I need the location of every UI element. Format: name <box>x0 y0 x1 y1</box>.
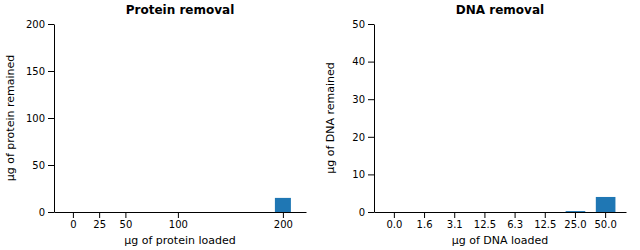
tick-label: 25 <box>93 219 106 230</box>
tick-mark <box>605 212 606 218</box>
tick-label: 25.0 <box>564 219 586 230</box>
tick-label: 12.5 <box>474 219 496 230</box>
tick-label: 20 <box>352 132 365 143</box>
tick: 20 <box>352 132 374 143</box>
title: DNA removal <box>456 3 544 17</box>
tick-mark <box>368 99 374 100</box>
bar <box>275 198 291 212</box>
tick-mark <box>73 212 74 218</box>
y-axis: 0 50 100 150 200 <box>26 19 55 218</box>
tick-label: 200 <box>274 219 293 230</box>
y-axis: 0 10 20 30 40 50 <box>352 19 374 218</box>
tick: 150 <box>26 66 54 77</box>
tick-label: 30 <box>352 94 365 105</box>
tick-mark <box>545 212 546 218</box>
x-axis-label: μg of DNA loaded <box>452 234 549 247</box>
tick-label: 50 <box>352 19 365 30</box>
tick-mark <box>48 118 54 119</box>
tick: 10 <box>352 169 374 180</box>
tick-label: 50.0 <box>594 219 616 230</box>
tick-label: 3.1 <box>447 219 463 230</box>
tick-mark <box>368 137 374 138</box>
tick: 12.5 <box>534 212 556 230</box>
tick-mark <box>484 212 485 218</box>
y-axis-label: μg of protein remained <box>4 55 17 181</box>
tick-label: 150 <box>26 66 45 77</box>
tick-mark <box>368 212 374 213</box>
tick: 200 <box>26 19 54 30</box>
tick-mark <box>283 212 284 218</box>
tick-mark <box>424 212 425 218</box>
tick: 0 <box>70 212 76 230</box>
tick-mark <box>368 24 374 25</box>
tick-mark <box>48 71 54 72</box>
tick: 100 <box>169 212 188 230</box>
chart-svg: 02550100200050100150200Protein removalμg… <box>0 0 640 250</box>
tick-label: 50 <box>32 160 45 171</box>
axis-line <box>375 212 627 213</box>
tick: 25 <box>93 212 106 230</box>
tick: 3.1 <box>447 212 463 230</box>
panel: 0.0 1.6 3.1 12.5 6.3 12.5 25.0 50.0 0 10 20 30 40 50 D… <box>324 3 627 247</box>
tick-label: 0 <box>39 207 45 218</box>
tick-mark <box>368 174 374 175</box>
tick-label: 100 <box>26 113 45 124</box>
chart-container: 02550100200050100150200Protein removalμg… <box>0 0 640 250</box>
tick: 1.6 <box>417 212 433 230</box>
tick-mark <box>48 165 54 166</box>
tick: 100 <box>26 113 54 124</box>
tick: 30 <box>352 94 374 105</box>
title: Protein removal <box>126 3 235 17</box>
tick-label: 12.5 <box>534 219 556 230</box>
tick-label: 0 <box>359 207 365 218</box>
x-axis-label: μg of protein loaded <box>124 234 235 247</box>
x-axis: 0 25 50 100 200 <box>55 212 307 230</box>
tick-mark <box>48 24 54 25</box>
tick: 40 <box>352 56 374 67</box>
axis-line <box>54 25 55 213</box>
tick: 0 <box>39 207 54 218</box>
x-axis: 0.0 1.6 3.1 12.5 6.3 12.5 25.0 50.0 <box>375 212 627 230</box>
axis-line <box>374 25 375 213</box>
tick-mark <box>99 212 100 218</box>
tick-label: 10 <box>352 169 365 180</box>
tick-label: 50 <box>120 219 133 230</box>
tick-mark <box>575 212 576 218</box>
tick: 200 <box>274 212 293 230</box>
tick-label: 1.6 <box>417 219 433 230</box>
tick: 6.3 <box>507 212 523 230</box>
tick-mark <box>515 212 516 218</box>
tick-label: 40 <box>352 56 365 67</box>
tick-label: 0.0 <box>386 219 402 230</box>
tick-mark <box>394 212 395 218</box>
tick: 50 <box>32 160 54 171</box>
tick-mark <box>368 62 374 63</box>
bar <box>566 211 586 212</box>
tick-label: 100 <box>169 219 188 230</box>
bars <box>566 197 616 212</box>
tick-label: 200 <box>26 19 45 30</box>
tick: 25.0 <box>564 212 586 230</box>
axis-line <box>55 212 307 213</box>
bar <box>596 197 616 212</box>
tick: 50 <box>120 212 133 230</box>
tick-mark <box>48 212 54 213</box>
bars <box>275 198 291 212</box>
tick: 12.5 <box>474 212 496 230</box>
tick: 0.0 <box>386 212 402 230</box>
tick-label: 0 <box>70 219 76 230</box>
tick: 0 <box>359 207 374 218</box>
tick-mark <box>125 212 126 218</box>
panel: 0 25 50 100 200 0 50 100 150 200 Protein removal μg… <box>4 3 307 247</box>
tick-mark <box>178 212 179 218</box>
tick-label: 6.3 <box>507 219 523 230</box>
tick-mark <box>454 212 455 218</box>
tick: 50.0 <box>594 212 616 230</box>
tick: 50 <box>352 19 374 30</box>
y-axis-label: μg of DNA remained <box>324 62 337 174</box>
